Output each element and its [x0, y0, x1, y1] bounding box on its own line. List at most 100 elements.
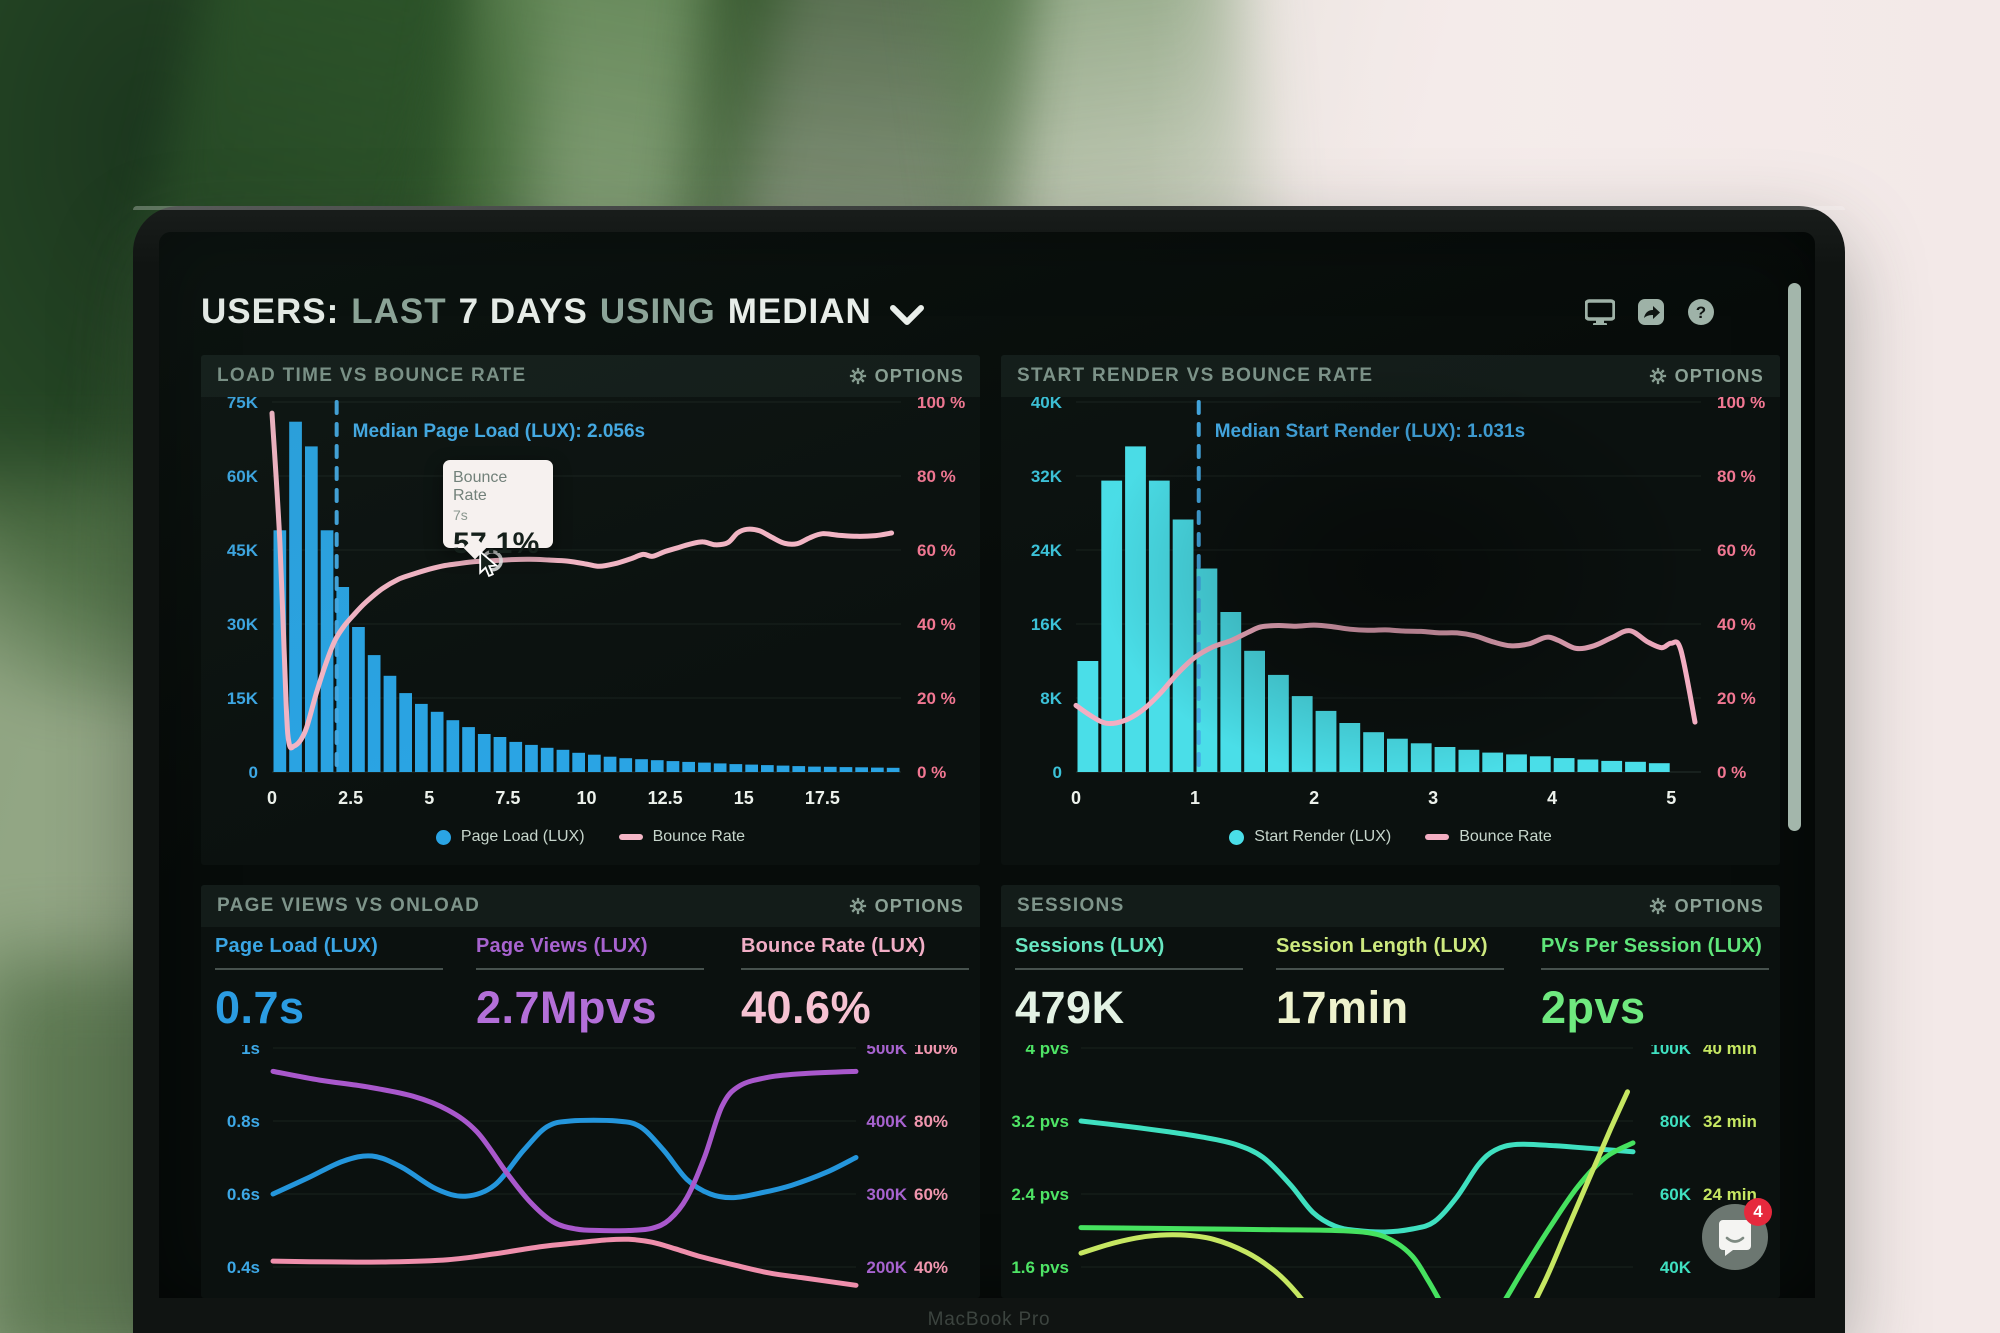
chat-widget-button[interactable]: 4: [1702, 1198, 1772, 1270]
histogram-bar[interactable]: [1339, 723, 1361, 772]
histogram-bar[interactable]: [399, 693, 412, 772]
svg-text:?: ?: [1696, 303, 1706, 322]
histogram-bar[interactable]: [1101, 480, 1123, 772]
histogram-bar[interactable]: [462, 727, 475, 772]
histogram-bar[interactable]: [1410, 743, 1432, 772]
histogram-bar[interactable]: [1291, 696, 1313, 772]
options-button[interactable]: OPTIONS: [1649, 896, 1764, 917]
help-icon[interactable]: ?: [1687, 298, 1715, 326]
x-axis-label: 15: [734, 788, 754, 808]
histogram-bar[interactable]: [1148, 480, 1170, 772]
load-time-chart: 75K 60K 45K 30K 15K 0 100 % 80 % 60 % 40 % 20 % 0 %…: [227, 397, 965, 808]
histogram-bar[interactable]: [761, 765, 774, 772]
histogram-bar[interactable]: [556, 749, 570, 772]
metric-block: PVs Per Session (LUX) 2pvs: [1541, 935, 1769, 1034]
session-length-line: [1078, 1089, 1630, 1298]
histogram-bar[interactable]: [477, 734, 491, 772]
histogram-bar[interactable]: [1244, 650, 1265, 772]
y3-axis-label: 40 min: [1703, 1045, 1757, 1058]
dashboard-title-dropdown[interactable]: USERS: LAST 7 DAYS USING MEDIAN: [201, 289, 924, 335]
histogram-bar[interactable]: [1172, 519, 1194, 773]
histogram-bar[interactable]: [415, 703, 428, 772]
metric-value: 0.7s: [215, 982, 305, 1033]
histogram-bar[interactable]: [682, 761, 695, 772]
histogram-bar[interactable]: [1577, 759, 1599, 773]
histogram-bar[interactable]: [839, 767, 853, 772]
histogram-bar[interactable]: [1434, 747, 1456, 772]
histogram-bar[interactable]: [1482, 752, 1504, 772]
histogram-bar[interactable]: [635, 759, 648, 772]
histogram-bar[interactable]: [352, 627, 365, 772]
histogram-bar[interactable]: [886, 767, 900, 772]
options-button[interactable]: OPTIONS: [849, 366, 964, 387]
histogram-bar[interactable]: [823, 766, 837, 772]
histogram-bar[interactable]: [1363, 732, 1384, 772]
histogram-bar[interactable]: [509, 741, 523, 772]
histogram-bar[interactable]: [713, 763, 727, 772]
histogram-bar[interactable]: [776, 765, 790, 772]
panel-start-render-vs-bounce-rate: START RENDER VS BOUNCE RATE OPTIONS 40K 3…: [1001, 355, 1780, 865]
median-label: Median Start Render (LUX): 1.031s: [1215, 421, 1525, 442]
legend-item[interactable]: Page Load (LUX): [435, 828, 585, 846]
share-icon[interactable]: [1637, 298, 1665, 326]
histogram-bar[interactable]: [430, 711, 444, 772]
histogram-bar[interactable]: [383, 675, 397, 772]
panel-load-time-vs-bounce-rate: LOAD TIME VS BOUNCE RATE OPTIONS 75K 60K 4…: [201, 355, 980, 865]
histogram-bar[interactable]: [871, 767, 884, 772]
y3-axis-label: 40%: [914, 1258, 948, 1277]
histogram-bar[interactable]: [1458, 749, 1480, 772]
y2-axis-label: 40 %: [917, 615, 956, 634]
title-part: USING: [599, 292, 716, 331]
histogram-bar[interactable]: [1268, 674, 1289, 772]
panel-header: PAGE VIEWS VS ONLOAD OPTIONS: [201, 885, 980, 927]
histogram-bar[interactable]: [1196, 568, 1218, 773]
histogram-bar[interactable]: [1648, 763, 1670, 772]
scrollbar-thumb[interactable]: [1788, 283, 1801, 831]
histogram-bar[interactable]: [525, 744, 538, 772]
x-axis-label: 5: [424, 788, 434, 808]
title-part: MEDIAN: [727, 292, 872, 331]
histogram-bar[interactable]: [729, 764, 743, 772]
x-axis-label: 5: [1666, 788, 1676, 808]
histogram-bar[interactable]: [1506, 754, 1527, 772]
histogram-bar[interactable]: [745, 764, 758, 772]
histogram-bar[interactable]: [698, 762, 711, 772]
y3-axis-label: 80%: [914, 1112, 948, 1131]
histogram-bar[interactable]: [493, 737, 507, 772]
histogram-bar[interactable]: [446, 720, 460, 772]
options-button[interactable]: OPTIONS: [1649, 366, 1764, 387]
options-button[interactable]: OPTIONS: [849, 896, 964, 917]
y-axis-label: 60K: [227, 467, 259, 486]
page-load-line: [270, 1117, 859, 1201]
histogram-bar[interactable]: [1553, 758, 1575, 772]
histogram-bar[interactable]: [1625, 761, 1646, 772]
histogram-bar[interactable]: [588, 754, 601, 772]
legend-item[interactable]: Bounce Rate: [1425, 828, 1552, 846]
mouse-cursor-icon: [477, 549, 503, 584]
histogram-bar[interactable]: [572, 752, 585, 772]
histogram-bar[interactable]: [1125, 446, 1146, 772]
histogram-bar[interactable]: [289, 421, 302, 772]
sessions-chart: 4 pvs 3.2 pvs 2.4 pvs 1.6 pvs 100K 40 min 80K 3…: [1011, 1045, 1757, 1298]
histogram-bar[interactable]: [1315, 710, 1337, 772]
histogram-bar[interactable]: [1529, 756, 1551, 772]
histogram-bar[interactable]: [650, 760, 664, 772]
histogram-bar[interactable]: [619, 758, 633, 772]
histogram-bar[interactable]: [808, 766, 821, 772]
histogram-bar[interactable]: [666, 761, 680, 772]
histogram-bar[interactable]: [1220, 612, 1242, 772]
histogram-bar[interactable]: [792, 766, 806, 772]
metric-label: Session Length (LUX): [1276, 935, 1488, 957]
x-axis-label: 4: [1547, 788, 1557, 808]
legend-item[interactable]: Start Render (LUX): [1229, 828, 1391, 846]
display-icon[interactable]: [1585, 299, 1615, 325]
histogram-bar[interactable]: [855, 767, 868, 772]
histogram-bar[interactable]: [367, 655, 381, 772]
histogram-bar[interactable]: [603, 756, 617, 772]
legend-item[interactable]: Bounce Rate: [618, 828, 745, 846]
histogram-bar[interactable]: [540, 747, 554, 772]
histogram-bar[interactable]: [1387, 738, 1408, 772]
histogram-bar[interactable]: [320, 530, 334, 772]
histogram-bar[interactable]: [336, 587, 350, 772]
histogram-bar[interactable]: [1601, 760, 1623, 772]
